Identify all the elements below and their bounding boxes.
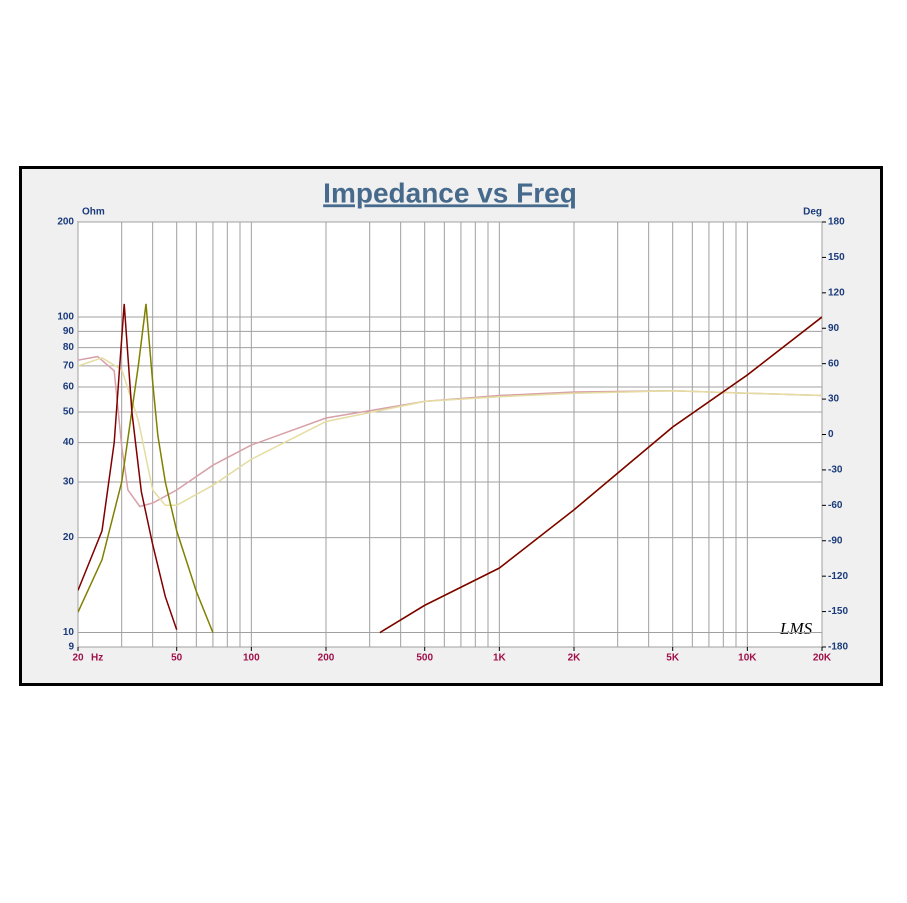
y2-tick-label: 90: [828, 323, 840, 334]
x-axis-unit: Hz: [91, 653, 103, 664]
x-tick-label: 20: [72, 653, 84, 664]
y-tick-label: 20: [63, 532, 75, 543]
x-tick-label: 1K: [493, 653, 507, 664]
plot-area: [77, 221, 823, 648]
chart-title: Impedance vs Freq: [323, 177, 577, 208]
y2-tick-label: 60: [828, 358, 840, 369]
x-tick-label: 200: [318, 653, 335, 664]
series-group: [78, 303, 822, 634]
series-line: [78, 303, 822, 634]
x-tick-label: 2K: [568, 653, 582, 664]
y-tick-label: 70: [63, 361, 75, 372]
y-tick-label: 80: [63, 342, 75, 353]
y-tick-label: 50: [63, 407, 75, 418]
y2-tick-label: 180: [828, 217, 845, 228]
y2-tick-label: -90: [828, 535, 843, 546]
y-tick-label: 40: [63, 437, 75, 448]
y2-tick-label: 120: [828, 287, 845, 298]
y2-tick-label: -60: [828, 500, 843, 511]
y-tick-label: 90: [63, 326, 75, 337]
series-line: [78, 355, 822, 508]
y2-tick-label: -30: [828, 465, 843, 476]
y-tick-label: 10: [63, 627, 75, 638]
y-tick-label: 200: [57, 217, 74, 228]
x-tick-label: 100: [243, 653, 260, 664]
y2-tick-label: -180: [828, 642, 848, 653]
x-tick-label: 5K: [666, 653, 680, 664]
y-tick-label: 9: [68, 642, 74, 653]
y2-tick-label: -150: [828, 606, 848, 617]
watermark: LMS: [779, 619, 813, 638]
x-tick-label: 50: [171, 653, 183, 664]
x-tick-label: 10K: [738, 653, 757, 664]
x-tick-label: 500: [416, 653, 433, 664]
y2-axis-unit: Deg: [803, 207, 822, 218]
grid: [77, 221, 823, 648]
y-axis-unit: Ohm: [82, 207, 105, 218]
y2-tick-label: -120: [828, 571, 848, 582]
x-tick-label: 20K: [813, 653, 832, 664]
y-tick-label: 60: [63, 382, 75, 393]
y-tick-label: 100: [57, 312, 74, 323]
y2-tick-label: 150: [828, 252, 845, 263]
y2-tick-label: 30: [828, 394, 840, 405]
y-tick-label: 30: [63, 477, 75, 488]
y2-tick-label: 0: [828, 429, 834, 440]
